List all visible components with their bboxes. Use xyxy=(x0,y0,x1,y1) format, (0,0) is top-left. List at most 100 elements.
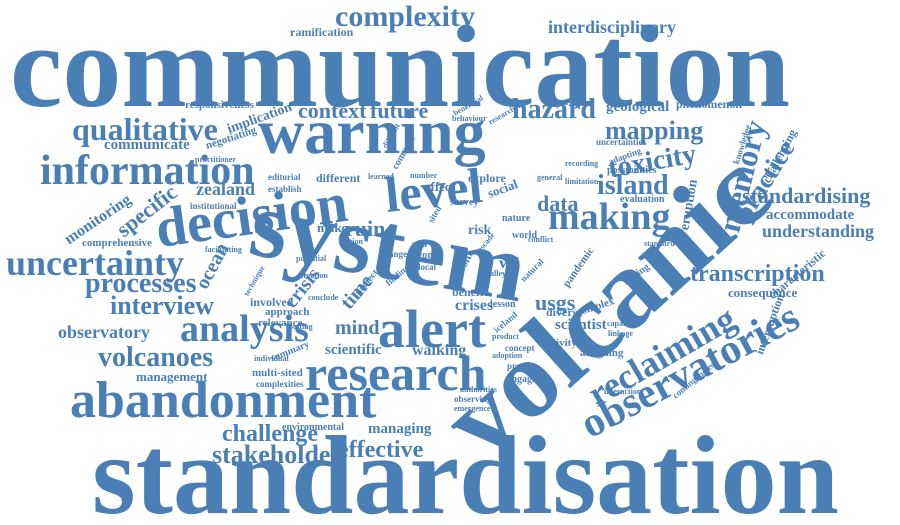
cloud-word: qualitative xyxy=(72,111,218,147)
cloud-word: walking xyxy=(412,342,467,359)
cloud-word: standardising xyxy=(742,183,871,208)
cloud-word: managing xyxy=(368,421,432,437)
cloud-word: assigning xyxy=(580,347,624,359)
cloud-word: engaging xyxy=(507,374,546,385)
cloud-word: island xyxy=(597,170,669,201)
cloud-word: valley xyxy=(486,269,506,278)
cloud-word: adoption xyxy=(492,351,523,360)
cloud-word: practitioner xyxy=(195,155,236,164)
cloud-word: abandonment xyxy=(70,372,377,429)
cloud-word: behaviour xyxy=(452,114,487,123)
cloud-word: affect xyxy=(424,179,456,194)
cloud-word: recording xyxy=(565,159,599,168)
cloud-word: communicate xyxy=(104,137,190,153)
cloud-word: authorities xyxy=(460,385,497,394)
cloud-word: observing xyxy=(454,394,492,404)
cloud-word: alert xyxy=(378,299,486,359)
cloud-word: geological xyxy=(606,99,670,115)
cloud-word: local xyxy=(418,262,436,272)
cloud-word: work xyxy=(415,250,438,261)
cloud-word: ruin xyxy=(345,216,386,241)
cloud-word: complexities xyxy=(256,379,304,389)
cloud-word: multi-sited xyxy=(252,367,303,379)
cloud-word: present xyxy=(507,361,536,371)
cloud-word: comprehensive xyxy=(82,237,153,249)
cloud-word: standard xyxy=(644,239,675,248)
cloud-word: making xyxy=(548,196,671,238)
cloud-word: nature xyxy=(502,213,531,224)
cloud-word: setting xyxy=(290,322,313,331)
cloud-word: explore xyxy=(468,171,506,185)
cloud-word: maker xyxy=(317,220,354,235)
cloud-word: transcription xyxy=(690,261,825,287)
cloud-word: context xyxy=(298,98,367,123)
cloud-word: risk xyxy=(468,223,492,238)
cloud-word: processes xyxy=(85,268,197,299)
cloud-word: mapping xyxy=(605,116,704,145)
cloud-word: observatory xyxy=(58,322,150,342)
cloud-word: responsiveness xyxy=(185,99,254,111)
cloud-word: standardisation xyxy=(92,414,839,525)
cloud-word: challenge xyxy=(222,421,318,447)
cloud-word: management xyxy=(136,369,208,384)
cloud-word: world xyxy=(512,230,537,241)
cloud-word: conclude xyxy=(308,293,339,302)
cloud-word: uncertainty xyxy=(6,243,184,283)
cloud-word: concept xyxy=(505,343,535,353)
cloud-word: possibilities xyxy=(607,165,657,176)
cloud-word: learned xyxy=(368,172,394,181)
cloud-word: individual xyxy=(254,354,289,363)
cloud-word: phenomenon xyxy=(676,97,743,111)
cloud-word: emergence xyxy=(454,404,491,413)
cloud-word: action xyxy=(342,237,363,246)
cloud-word: complexity xyxy=(335,0,475,33)
cloud-word: val xyxy=(499,255,520,272)
cloud-word: lesson xyxy=(490,299,516,310)
cloud-word: activity xyxy=(542,337,577,349)
cloud-word: number xyxy=(410,171,438,180)
cloud-word: editorial xyxy=(268,172,301,182)
cloud-word: crises xyxy=(455,297,494,314)
cloud-word: involved xyxy=(250,295,294,309)
cloud-word: interdisciplinary xyxy=(548,17,677,37)
cloud-word: interaction xyxy=(604,387,642,396)
cloud-word: mind xyxy=(335,317,380,339)
cloud-word: potential xyxy=(296,254,327,263)
cloud-word: benefit xyxy=(452,285,488,299)
cloud-word: understanding xyxy=(762,221,875,241)
cloud-word: warning xyxy=(258,96,486,167)
cloud-word: hazard xyxy=(512,94,596,125)
cloud-word: situation xyxy=(298,271,328,280)
cloud-word: accommodate xyxy=(766,207,855,223)
cloud-word: research xyxy=(305,345,487,401)
cloud-word: communication xyxy=(10,1,791,132)
cloud-word: facilitating xyxy=(205,245,242,254)
cloud-word: zealand xyxy=(196,179,256,199)
cloud-word: evaluation xyxy=(620,194,665,205)
cloud-word: environmental xyxy=(282,422,345,433)
cloud-word: limitation xyxy=(565,177,599,186)
cloud-word: user xyxy=(412,239,429,249)
cloud-word: relevance xyxy=(258,317,303,329)
cloud-word: survey xyxy=(450,197,479,208)
cloud-word: approach xyxy=(265,306,310,318)
cloud-word: interview xyxy=(110,291,214,320)
cloud-word: usgs xyxy=(535,290,576,315)
cloud-word: different xyxy=(316,171,361,185)
cloud-word: information xyxy=(40,148,255,194)
cloud-word: product xyxy=(492,332,519,341)
cloud-word: uncertainties xyxy=(596,137,646,147)
cloud-word: institutional xyxy=(190,201,237,211)
cloud-word: capable xyxy=(607,319,634,328)
cloud-word: scientific xyxy=(325,342,382,358)
cloud-word: volcanoes xyxy=(98,342,214,373)
cloud-word: linkage xyxy=(608,329,633,338)
cloud-word: conflict xyxy=(528,235,554,244)
cloud-word: scientist xyxy=(555,317,607,333)
cloud-word: future xyxy=(370,98,429,123)
cloud-word: establish xyxy=(268,184,302,194)
cloud-word: stakeholder xyxy=(212,440,342,469)
cloud-word: consequence xyxy=(728,285,798,300)
cloud-word: government xyxy=(550,98,591,107)
